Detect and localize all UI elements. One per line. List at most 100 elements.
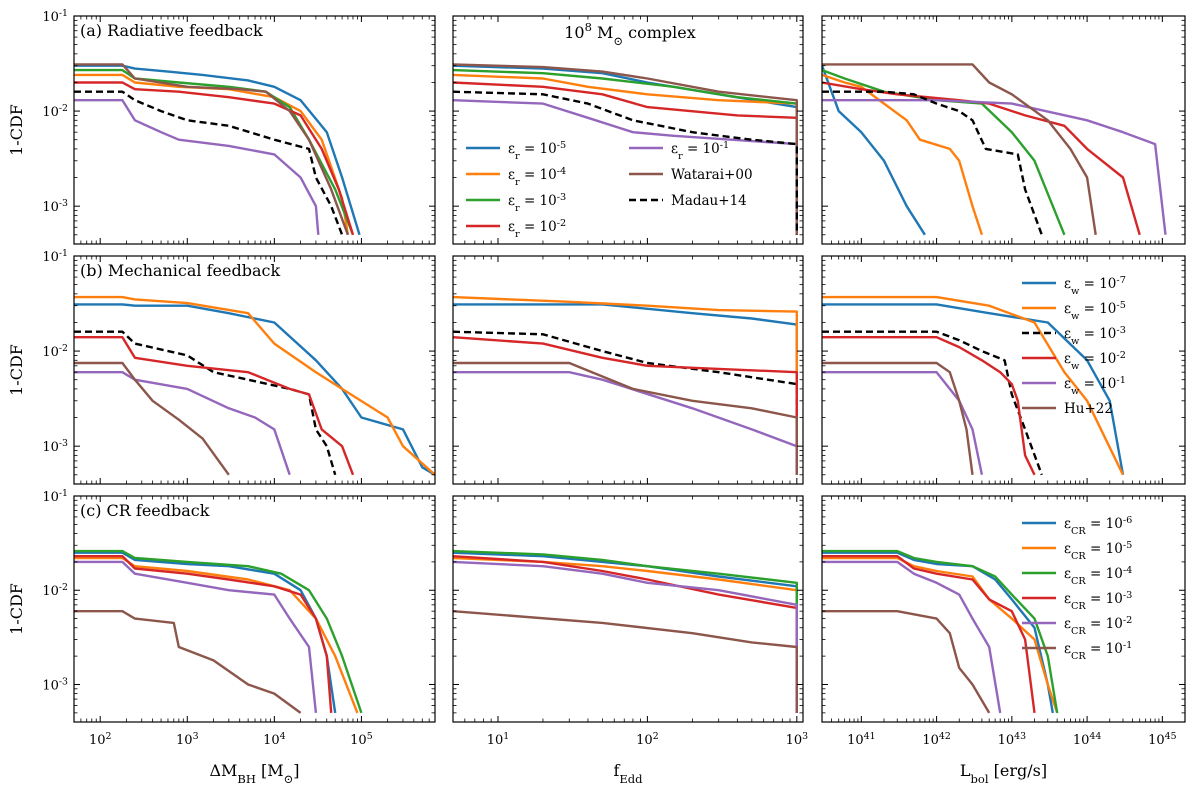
- series-line-6: [453, 90, 798, 235]
- series-line-5: [453, 361, 798, 475]
- legend-label: εw = 10-1: [1064, 375, 1126, 397]
- panel-r2-c1: 101 102 103 fEdd: [452, 495, 808, 786]
- series-line-3: [74, 555, 333, 713]
- panel-center-title: 108 M⊙ complex: [564, 20, 696, 48]
- series-line-1: [74, 295, 435, 476]
- x-tick-label: 103: [176, 731, 199, 749]
- legend-label: εr = 10-2: [508, 218, 566, 240]
- legend: εCR = 10-6 εCR = 10-5 εCR = 10-4 εCR = 10-3…: [1022, 515, 1132, 662]
- x-axis-label: ΔMBH [M⊙]: [209, 761, 299, 786]
- x-tick-label: 105: [350, 731, 373, 749]
- series-group: [74, 295, 435, 476]
- series-line-0: [822, 551, 1054, 714]
- series-group: [822, 295, 1125, 476]
- series-line-2: [453, 549, 798, 713]
- x-tick-label: 104: [263, 731, 286, 749]
- legend: εr = 10-5 εr = 10-4 εr = 10-3 εr = 10-2 εr =…: [466, 140, 753, 240]
- legend-label: Watarai+00: [671, 167, 753, 183]
- panel-r2-c2: 1041 1042 1043 1044 1045 Lbol [erg/s] εCR = 10…: [821, 495, 1186, 786]
- panel-frame: [73, 495, 436, 723]
- x-axis-label: Lbol [erg/s]: [960, 761, 1047, 786]
- series-line-3: [822, 336, 1036, 476]
- y-tick-label: 10-3: [42, 438, 68, 456]
- series-line-4: [822, 99, 1167, 235]
- legend-label: εCR = 10-5: [1064, 540, 1132, 562]
- y-tick-label: 10-2: [42, 582, 68, 600]
- y-tick-label: 10-3: [42, 198, 68, 216]
- series-line-5: [74, 610, 302, 714]
- y-tick-label: 10-2: [42, 343, 68, 361]
- series-line-3: [74, 336, 355, 476]
- x-tick-label: 1041: [847, 731, 875, 749]
- y-tick-label: 10-1: [42, 488, 68, 506]
- series-group: [822, 63, 1167, 236]
- y-axis-label: 1-CDF: [7, 344, 26, 396]
- legend-label: εw = 10-7: [1064, 275, 1126, 297]
- series-line-0: [453, 303, 798, 475]
- series-line-0: [822, 65, 926, 236]
- series-line-3: [822, 555, 1036, 714]
- panel-frame: [73, 255, 436, 485]
- series-line-4: [74, 560, 318, 714]
- series-line-4: [453, 560, 798, 713]
- series-line-0: [74, 64, 361, 236]
- panel-r1-c2: εw = 10-7 εw = 10-5 εw = 10-3 εw = 10-2 εw =…: [821, 255, 1186, 485]
- legend-label: Hu+22: [1064, 401, 1113, 417]
- panel-frame: [821, 255, 1186, 485]
- panel-r0-c0: 10-3 10-2 10-1 1-CDF (a) Radiative feedback: [7, 8, 436, 245]
- series-line-5: [453, 610, 798, 713]
- series-group: [74, 549, 363, 714]
- series-line-3: [453, 81, 798, 235]
- legend-label: εr = 10-5: [508, 140, 566, 162]
- series-line-3: [74, 81, 355, 236]
- y-tick-label: 10-2: [42, 103, 68, 121]
- x-tick-label: 1045: [1148, 731, 1176, 749]
- legend-label: εCR = 10-6: [1064, 515, 1132, 537]
- panel-r1-c0: 10-3 10-2 10-1 1-CDF (b) Mechanical feedback: [7, 248, 436, 485]
- legend-label: εw = 10-3: [1064, 325, 1126, 347]
- y-tick-label: 10-3: [42, 676, 68, 694]
- series-line-2: [822, 549, 1059, 714]
- panel-title: (a) Radiative feedback: [80, 21, 263, 40]
- series-group: [453, 549, 798, 713]
- series-line-5: [822, 361, 974, 475]
- x-axis-label: fEdd: [613, 761, 643, 786]
- legend-label: εw = 10-2: [1064, 350, 1126, 372]
- series-line-2: [822, 330, 1043, 476]
- panel-title: (b) Mechanical feedback: [80, 261, 280, 280]
- panel-r1-c1: [452, 255, 804, 485]
- y-tick-label: 10-1: [42, 248, 68, 266]
- series-group: [74, 63, 361, 236]
- series-line-0: [822, 303, 1125, 476]
- y-tick-label: 10-1: [42, 8, 68, 26]
- legend-label: εCR = 10-3: [1064, 590, 1132, 612]
- series-line-3: [453, 336, 798, 475]
- y-axis-label: 1-CDF: [7, 104, 26, 156]
- series-line-1: [453, 556, 798, 713]
- series-line-1: [822, 295, 1125, 476]
- series-line-6: [74, 90, 344, 236]
- x-tick-label: 102: [636, 731, 659, 749]
- series-line-5: [74, 63, 350, 236]
- series-line-4: [74, 99, 320, 235]
- series-line-6: [822, 90, 1043, 236]
- series-group: [453, 63, 798, 235]
- series-line-1: [74, 556, 359, 714]
- series-line-4: [822, 371, 984, 476]
- y-axis-label: 1-CDF: [7, 583, 26, 635]
- series-line-1: [822, 73, 984, 236]
- x-tick-label: 1044: [1073, 731, 1101, 749]
- legend-label: εCR = 10-2: [1064, 615, 1132, 637]
- series-line-2: [453, 330, 798, 475]
- legend-label: εr = 10-4: [508, 166, 566, 188]
- panel-frame: [452, 495, 804, 723]
- series-line-5: [822, 63, 1097, 235]
- series-line-0: [74, 303, 435, 476]
- panel-r0-c1: 108 M⊙ complex εr = 10-5 εr = 10-4 εr = 10-…: [452, 15, 804, 245]
- panel-frame: [821, 495, 1186, 723]
- series-line-5: [453, 63, 798, 235]
- series-line-4: [74, 371, 291, 476]
- x-tick-label: 101: [487, 731, 509, 749]
- series-line-1: [74, 73, 350, 235]
